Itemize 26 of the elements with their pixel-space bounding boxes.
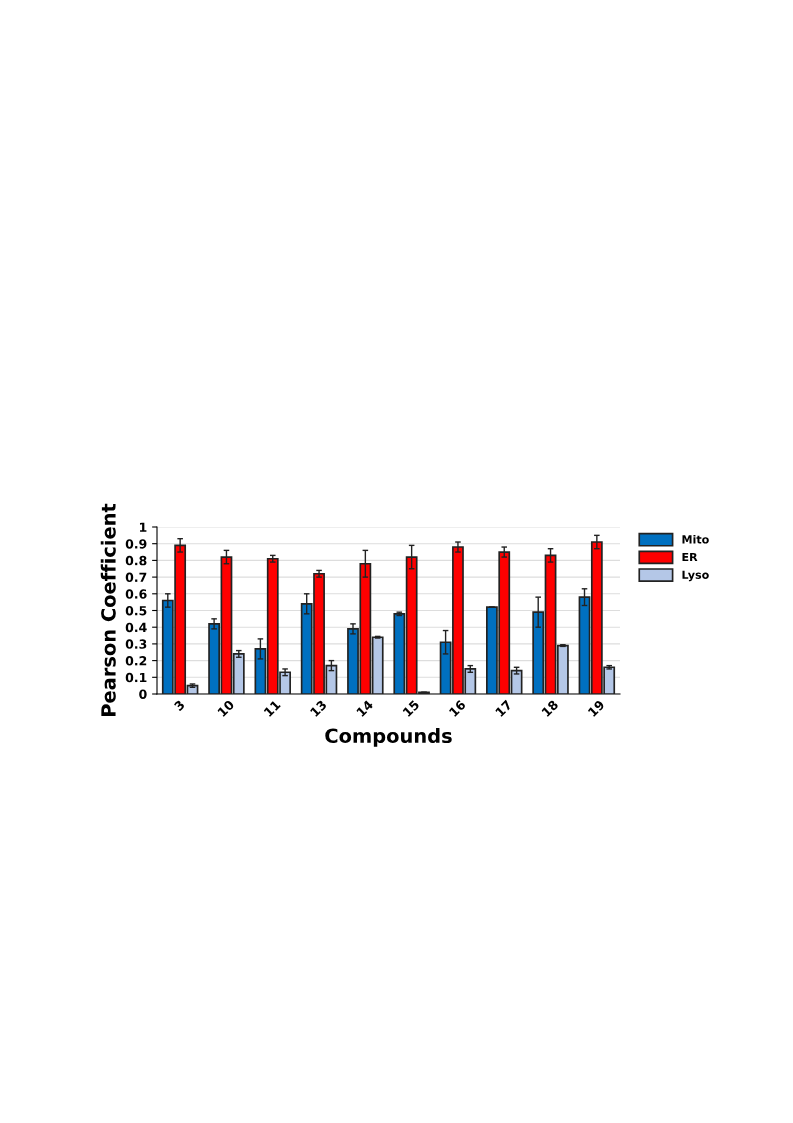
y-tick-label: 0 (139, 689, 147, 699)
y-tick-label: 0.6 (125, 589, 147, 599)
x-tick-label: 17 (495, 699, 513, 717)
y-axis-title: Pearson Coefficient (100, 503, 116, 717)
x-tick-label: 18 (541, 699, 559, 718)
y-tick-label: 0.2 (125, 656, 147, 666)
legend-label: ER (682, 553, 698, 562)
y-tick-label: 0.3 (125, 639, 147, 649)
x-axis-title: Compounds (325, 728, 452, 747)
legend-label: Mito (682, 535, 709, 544)
x-tick-label: 19 (587, 699, 605, 718)
y-tick-label: 0.1 (125, 672, 147, 683)
x-tick-label: 3 (173, 699, 186, 712)
y-tick-label: 0.4 (125, 622, 147, 633)
x-tick-label: 15 (402, 699, 420, 718)
y-tick-label: 0.7 (125, 572, 147, 583)
y-tick-label: 1 (139, 522, 147, 532)
y-tick-label: 0.9 (125, 539, 147, 549)
x-tick-label: 13 (309, 699, 328, 718)
x-tick-label: 11 (263, 699, 281, 717)
legend-label: Lyso (682, 570, 709, 582)
x-tick-label: 10 (217, 699, 235, 718)
y-tick-label: 0.5 (125, 605, 147, 616)
x-tick-label: 14 (356, 699, 374, 717)
x-tick-label: 16 (448, 699, 467, 718)
y-tick-label: 0.8 (125, 555, 147, 566)
